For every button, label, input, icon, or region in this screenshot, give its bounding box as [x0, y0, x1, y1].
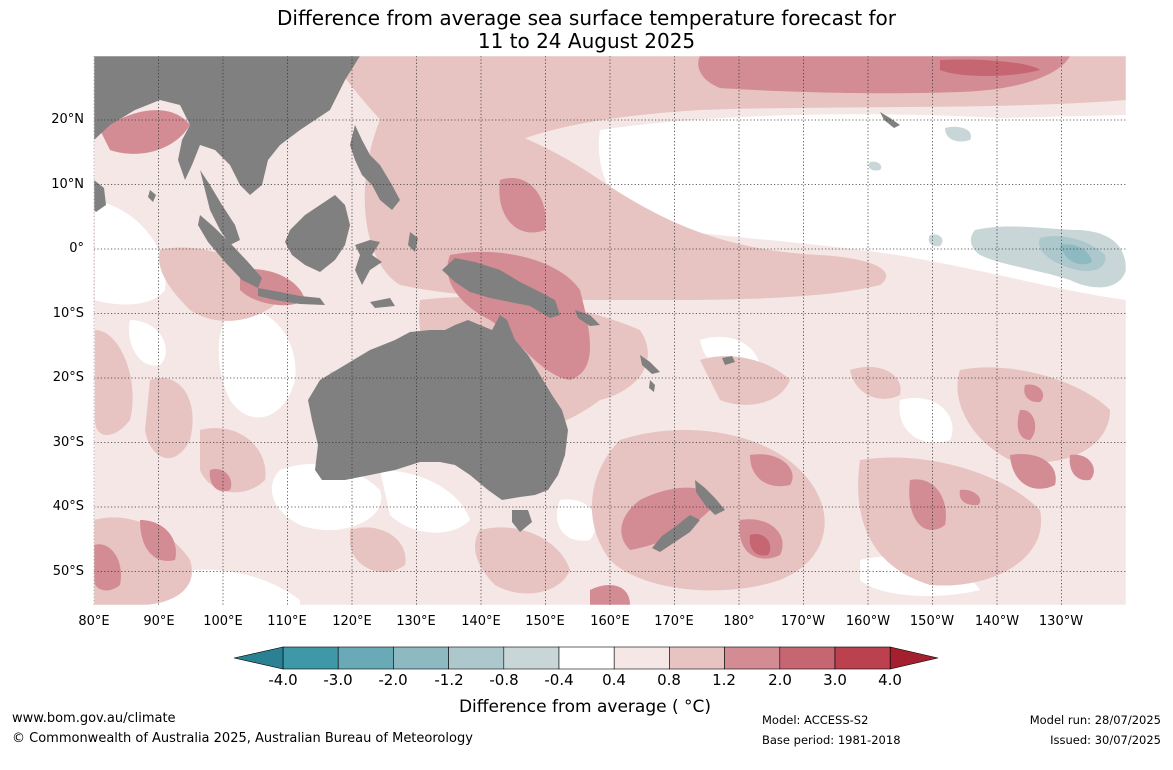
- asia-mainland: [94, 56, 360, 195]
- new-zealand-south: [652, 515, 700, 552]
- colorbar-tick-label: -3.0: [323, 671, 353, 689]
- base-period: Base period: 1981-2018: [762, 733, 901, 747]
- borneo: [285, 195, 350, 272]
- lat-label-10n: 10°N: [51, 177, 84, 192]
- colorbar-over-arrow: [889, 646, 939, 670]
- java: [258, 288, 325, 305]
- lat-label-20s: 20°S: [52, 370, 84, 385]
- lon-label-120e: 120°E: [332, 614, 372, 629]
- model-run-date: Model run: 28/07/2025: [1029, 713, 1161, 727]
- lon-label-130e: 130°E: [396, 614, 436, 629]
- lon-label-160e: 160°E: [590, 614, 630, 629]
- warm-anomaly-2-0-3-0: [749, 59, 1040, 556]
- colorbar-tick-label: 4.0: [878, 671, 902, 689]
- land-masses: [94, 56, 900, 552]
- halmahera: [408, 232, 418, 252]
- colorbar-tick-label: -2.0: [378, 671, 408, 689]
- colorbar-segment: [724, 646, 781, 670]
- lat-label-20n: 20°N: [51, 112, 84, 127]
- colorbar-tick-label: 2.0: [768, 671, 792, 689]
- issued-date: Issued: 30/07/2025: [1050, 733, 1161, 747]
- chart-title-line2: 11 to 24 August 2025: [477, 29, 696, 53]
- lon-label-110e: 110°E: [267, 614, 307, 629]
- colorbar-title: Difference from average ( °C): [458, 697, 712, 717]
- lat-label-0: 0°: [69, 241, 84, 256]
- new-caledonia: [640, 355, 660, 374]
- colorbar-segment: [282, 646, 339, 670]
- lon-label-170w: 170°W: [780, 614, 826, 629]
- model-name: Model: ACCESS-S2: [762, 713, 869, 727]
- timor: [370, 298, 395, 308]
- australia: [308, 315, 568, 500]
- map-frame: [93, 55, 1127, 606]
- colorbar-tick-label: -1.2: [434, 671, 464, 689]
- colorbar-tick-label: 3.0: [823, 671, 847, 689]
- colorbar-segment: [558, 646, 615, 670]
- fiji: [722, 356, 735, 365]
- lon-label-100e: 100°E: [203, 614, 243, 629]
- lat-label-40s: 40°S: [52, 499, 84, 514]
- colorbar-tick-label: 0.4: [602, 671, 626, 689]
- colorbar-segment: [337, 646, 394, 670]
- solomon-islands: [575, 310, 600, 326]
- colorbar: [233, 646, 939, 670]
- colorbar-tick-label: 1.2: [712, 671, 736, 689]
- lon-label-130w: 130°W: [1038, 614, 1084, 629]
- website-link[interactable]: www.bom.gov.au/climate: [12, 711, 176, 726]
- vanuatu: [649, 380, 655, 392]
- colorbar-segment: [834, 646, 891, 670]
- lon-label-150w: 150°W: [909, 614, 955, 629]
- lon-label-160w: 160°W: [845, 614, 891, 629]
- colorbar-tick-label: -0.8: [489, 671, 519, 689]
- lat-label-10s: 10°S: [52, 306, 84, 321]
- colorbar-tick-label: -4.0: [268, 671, 298, 689]
- colorbar-segment: [613, 646, 670, 670]
- lat-label-50s: 50°S: [52, 564, 84, 579]
- hainan: [260, 118, 272, 130]
- colorbar-segment: [779, 646, 836, 670]
- new-guinea: [442, 258, 560, 318]
- colorbar-segment: [448, 646, 505, 670]
- malay-peninsula: [200, 170, 240, 245]
- chart-title-line1: Difference from average sea surface temp…: [276, 6, 896, 30]
- colorbar-segment: [393, 646, 449, 670]
- colorbar-tick-label: 0.8: [657, 671, 681, 689]
- tasmania: [512, 510, 532, 532]
- taiwan: [287, 118, 296, 132]
- colorbar-segment: [503, 646, 560, 670]
- lon-label-80e: 80°E: [78, 614, 110, 629]
- lon-label-90e: 90°E: [143, 614, 175, 629]
- lon-label-140e: 140°E: [461, 614, 501, 629]
- india-south: [94, 180, 106, 212]
- colorbar-under-arrow: [233, 646, 284, 670]
- colorbar-segment: [669, 646, 725, 670]
- lon-label-170e: 170°E: [654, 614, 694, 629]
- copyright-notice: © Commonwealth of Australia 2025, Austra…: [12, 731, 473, 746]
- lon-label-150e: 150°E: [525, 614, 565, 629]
- new-zealand-north: [695, 480, 725, 515]
- colorbar-tick-label: -0.4: [544, 671, 574, 689]
- sri-lanka: [148, 190, 156, 202]
- lat-label-30s: 30°S: [52, 435, 84, 450]
- lon-label-180: 180°: [723, 614, 755, 629]
- sulawesi: [355, 240, 382, 285]
- sumatra: [198, 215, 262, 288]
- lon-label-140w: 140°W: [974, 614, 1020, 629]
- philippines: [350, 125, 400, 210]
